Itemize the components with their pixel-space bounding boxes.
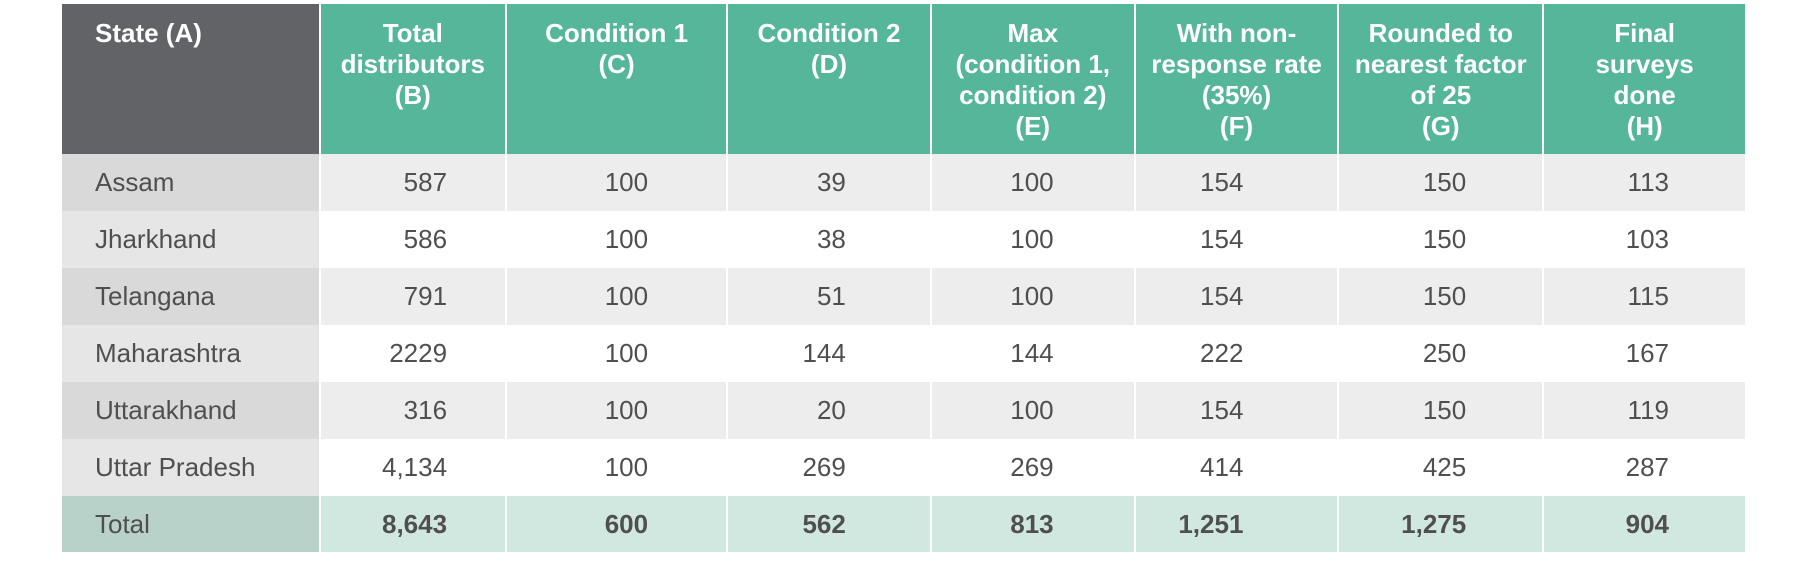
condition-1-cell: 100 xyxy=(506,439,729,496)
condition-1-cell: 100 xyxy=(506,268,729,325)
final-surveys-cell: 115 xyxy=(1543,268,1745,325)
header-non-response: With non- response rate (35%) (F) xyxy=(1134,4,1340,154)
final-surveys-cell: 113 xyxy=(1543,154,1745,211)
non-response-cell: 154 xyxy=(1134,382,1340,439)
total-distributors-cell: 4,134 xyxy=(319,439,508,496)
condition-1-cell: 100 xyxy=(506,211,729,268)
header-state: State (A) xyxy=(62,4,321,154)
condition-2-cell: 144 xyxy=(727,325,932,382)
table-row: Maharashtra 2229 100 144 144 222 250 167 xyxy=(62,325,1745,382)
rounded-sum: 1,275 xyxy=(1338,496,1545,552)
rounded-cell: 150 xyxy=(1338,154,1545,211)
total-distributors-sum: 8,643 xyxy=(319,496,508,552)
state-cell: Telangana xyxy=(62,268,321,325)
non-response-cell: 154 xyxy=(1134,268,1340,325)
non-response-cell: 154 xyxy=(1134,154,1340,211)
final-surveys-cell: 119 xyxy=(1543,382,1745,439)
max-cell: 100 xyxy=(930,211,1136,268)
max-sum: 813 xyxy=(930,496,1136,552)
total-label: Total xyxy=(62,496,321,552)
total-distributors-cell: 2229 xyxy=(319,325,508,382)
final-surveys-cell: 167 xyxy=(1543,325,1745,382)
table-row: Uttarakhand 316 100 20 100 154 150 119 xyxy=(62,382,1745,439)
header-max: Max (condition 1, condition 2) (E) xyxy=(930,4,1136,154)
state-cell: Uttarakhand xyxy=(62,382,321,439)
condition-1-cell: 100 xyxy=(506,154,729,211)
condition-2-cell: 39 xyxy=(727,154,932,211)
max-cell: 269 xyxy=(930,439,1136,496)
header-condition-1: Condition 1 (C) xyxy=(506,4,729,154)
condition-1-sum: 600 xyxy=(506,496,729,552)
header-total-distributors: Total distributors (B) xyxy=(319,4,508,154)
rounded-cell: 150 xyxy=(1338,268,1545,325)
rounded-cell: 150 xyxy=(1338,382,1545,439)
table-row: Jharkhand 586 100 38 100 154 150 103 xyxy=(62,211,1745,268)
condition-2-sum: 562 xyxy=(727,496,932,552)
table-row: Telangana 791 100 51 100 154 150 115 xyxy=(62,268,1745,325)
total-row: Total 8,643 600 562 813 1,251 1,275 904 xyxy=(62,496,1745,552)
total-distributors-cell: 586 xyxy=(319,211,508,268)
header-condition-2: Condition 2 (D) xyxy=(727,4,932,154)
condition-1-cell: 100 xyxy=(506,325,729,382)
non-response-sum: 1,251 xyxy=(1134,496,1340,552)
state-cell: Assam xyxy=(62,154,321,211)
table-row: Uttar Pradesh 4,134 100 269 269 414 425 … xyxy=(62,439,1745,496)
header-final-surveys: Final surveys done (H) xyxy=(1543,4,1745,154)
total-distributors-cell: 316 xyxy=(319,382,508,439)
max-cell: 100 xyxy=(930,154,1136,211)
condition-2-cell: 269 xyxy=(727,439,932,496)
final-surveys-cell: 287 xyxy=(1543,439,1745,496)
condition-1-cell: 100 xyxy=(506,382,729,439)
state-cell: Uttar Pradesh xyxy=(62,439,321,496)
condition-2-cell: 38 xyxy=(727,211,932,268)
final-surveys-cell: 103 xyxy=(1543,211,1745,268)
max-cell: 100 xyxy=(930,268,1136,325)
total-distributors-cell: 587 xyxy=(319,154,508,211)
max-cell: 100 xyxy=(930,382,1136,439)
rounded-cell: 425 xyxy=(1338,439,1545,496)
non-response-cell: 154 xyxy=(1134,211,1340,268)
header-row: State (A) Total distributors (B) Conditi… xyxy=(62,4,1745,154)
final-surveys-sum: 904 xyxy=(1543,496,1745,552)
non-response-cell: 414 xyxy=(1134,439,1340,496)
distributor-survey-table: State (A) Total distributors (B) Conditi… xyxy=(62,4,1745,552)
non-response-cell: 222 xyxy=(1134,325,1340,382)
state-cell: Jharkhand xyxy=(62,211,321,268)
max-cell: 144 xyxy=(930,325,1136,382)
table-row: Assam 587 100 39 100 154 150 113 xyxy=(62,154,1745,211)
state-cell: Maharashtra xyxy=(62,325,321,382)
condition-2-cell: 20 xyxy=(727,382,932,439)
condition-2-cell: 51 xyxy=(727,268,932,325)
rounded-cell: 150 xyxy=(1338,211,1545,268)
rounded-cell: 250 xyxy=(1338,325,1545,382)
header-rounded: Rounded to nearest factor of 25 (G) xyxy=(1338,4,1545,154)
total-distributors-cell: 791 xyxy=(319,268,508,325)
